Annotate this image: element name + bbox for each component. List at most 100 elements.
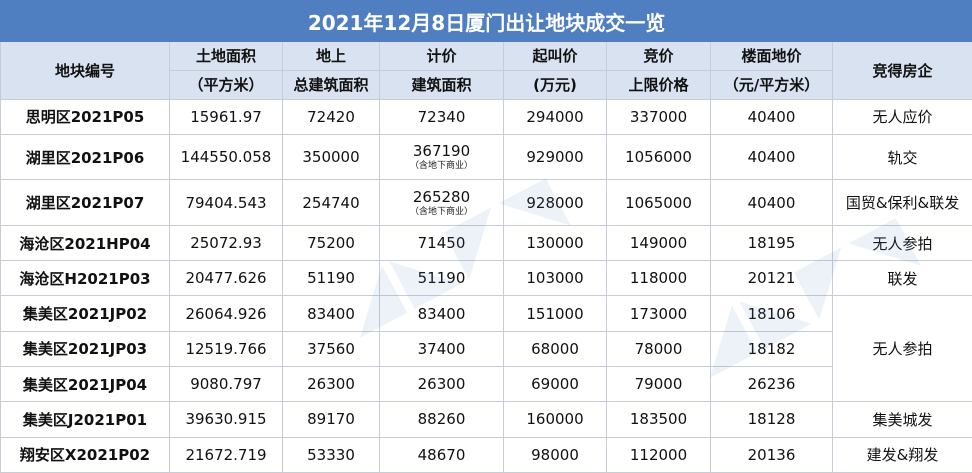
cell-price-cap: 149000 <box>606 224 711 262</box>
cell-starting-price: 294000 <box>503 98 607 136</box>
header-above-ground-gfa: 地上 <box>282 41 380 71</box>
cell-price-cap: 1065000 <box>606 179 711 226</box>
cell-winner: 轨交 <box>831 134 972 181</box>
cell-starting-price: 98000 <box>503 436 607 473</box>
cell-floor-price: 40400 <box>710 179 833 226</box>
priced-gfa-value: 367190 <box>412 142 471 161</box>
table-row: 海沧区2021HP04 25072.93 75200 71450 130000 … <box>0 224 972 262</box>
cell-price-cap: 173000 <box>606 295 711 332</box>
cell-gfa: 89170 <box>282 401 380 438</box>
cell-land-area: 26064.926 <box>169 295 283 332</box>
cell-winner: 无人应价 <box>831 98 972 136</box>
cell-plot-code: 集美区J2021P01 <box>0 401 170 438</box>
cell-priced-gfa: 51190 <box>379 260 504 297</box>
cell-plot-code: 翔安区X2021P02 <box>0 436 170 473</box>
cell-winner: 无人参拍 <box>831 224 972 262</box>
header-price-cap-sub: 上限价格 <box>606 69 711 100</box>
cell-plot-code: 海沧区2021HP04 <box>0 224 170 262</box>
cell-land-area: 12519.766 <box>169 330 283 368</box>
cell-plot-code: 集美区2021JP03 <box>0 330 170 368</box>
cell-floor-price: 18182 <box>710 330 833 368</box>
cell-starting-price: 103000 <box>503 260 607 297</box>
cell-starting-price: 68000 <box>503 330 607 368</box>
priced-gfa-note: （含地下商业） <box>409 161 473 172</box>
cell-price-cap: 112000 <box>606 436 711 473</box>
cell-floor-price: 40400 <box>710 98 833 136</box>
cell-price-cap: 337000 <box>606 98 711 136</box>
cell-price-cap: 118000 <box>606 260 711 297</box>
header-above-ground-gfa-sub: 总建筑面积 <box>282 69 380 100</box>
cell-price-cap: 78000 <box>606 330 711 368</box>
cell-winner: 国贸&保利&联发 <box>831 179 972 226</box>
cell-priced-gfa: 71450 <box>379 224 504 262</box>
cell-plot-code: 集美区2021JP04 <box>0 366 170 403</box>
header-land-area-unit: （平方米） <box>169 69 283 100</box>
cell-floor-price: 18128 <box>710 401 833 438</box>
cell-floor-price: 18195 <box>710 224 833 262</box>
cell-land-area: 15961.97 <box>169 98 283 136</box>
cell-priced-gfa: 83400 <box>379 295 504 332</box>
priced-gfa-note: （含地下商业） <box>409 206 473 217</box>
cell-gfa: 254740 <box>282 179 380 226</box>
header-starting-price: 起叫价 <box>503 41 607 71</box>
cell-plot-code: 湖里区2021P07 <box>0 179 170 226</box>
cell-priced-gfa: 72340 <box>379 98 504 136</box>
table-row: 集美区2021JP04 9080.797 26300 26300 69000 7… <box>0 366 972 403</box>
cell-winner-merged: 无人参拍 <box>831 295 972 403</box>
cell-gfa: 350000 <box>282 134 380 181</box>
header-plot-code: 地块编号 <box>0 41 170 100</box>
cell-winner: 集美城发 <box>831 401 972 438</box>
cell-winner: 建发&翔发 <box>831 436 972 473</box>
table-row: 海沧区H2021P03 20477.626 51190 51190 103000… <box>0 260 972 297</box>
cell-plot-code: 思明区2021P05 <box>0 98 170 136</box>
cell-priced-gfa: 367190 （含地下商业） <box>379 134 504 181</box>
cell-priced-gfa: 37400 <box>379 330 504 368</box>
cell-land-area: 9080.797 <box>169 366 283 403</box>
header-priced-gfa-sub: 建筑面积 <box>379 69 504 100</box>
header-starting-price-unit: (万元) <box>503 69 607 100</box>
cell-land-area: 39630.915 <box>169 401 283 438</box>
cell-floor-price: 40400 <box>710 134 833 181</box>
cell-land-area: 144550.058 <box>169 134 283 181</box>
cell-gfa: 83400 <box>282 295 380 332</box>
header-priced-gfa: 计价 <box>379 41 504 71</box>
table-row: 集美区2021JP02 26064.926 83400 83400 151000… <box>0 295 972 403</box>
cell-gfa: 51190 <box>282 260 380 297</box>
header-winner: 竞得房企 <box>831 41 972 100</box>
table-row: 集美区2021JP03 12519.766 37560 37400 68000 … <box>0 330 972 368</box>
cell-gfa: 75200 <box>282 224 380 262</box>
cell-gfa: 53330 <box>282 436 380 473</box>
cell-starting-price: 928000 <box>503 179 607 226</box>
cell-starting-price: 69000 <box>503 366 607 403</box>
cell-starting-price: 130000 <box>503 224 607 262</box>
cell-plot-code: 集美区2021JP02 <box>0 295 170 332</box>
cell-starting-price: 151000 <box>503 295 607 332</box>
cell-land-area: 25072.93 <box>169 224 283 262</box>
cell-starting-price: 929000 <box>503 134 607 181</box>
header-price-cap: 竞价 <box>606 41 711 71</box>
header-land-area: 土地面积 <box>169 41 283 71</box>
table-row: 湖里区2021P07 79404.543 254740 265280 （含地下商… <box>0 179 972 226</box>
cell-land-area: 20477.626 <box>169 260 283 297</box>
cell-winner: 联发 <box>831 260 972 297</box>
header-floor-price: 楼面地价 <box>710 41 833 71</box>
cell-priced-gfa: 88260 <box>379 401 504 438</box>
cell-plot-code: 湖里区2021P06 <box>0 134 170 181</box>
cell-price-cap: 1056000 <box>606 134 711 181</box>
cell-priced-gfa: 265280 （含地下商业） <box>379 179 504 226</box>
table-row: 湖里区2021P06 144550.058 350000 367190 （含地下… <box>0 134 972 181</box>
cell-floor-price: 20136 <box>710 436 833 473</box>
priced-gfa-value: 265280 <box>412 187 471 206</box>
cell-land-area: 79404.543 <box>169 179 283 226</box>
cell-gfa: 72420 <box>282 98 380 136</box>
cell-plot-code: 海沧区H2021P03 <box>0 260 170 297</box>
table-row: 集美区J2021P01 39630.915 89170 88260 160000… <box>0 401 972 438</box>
table-row: 思明区2021P05 15961.97 72420 72340 294000 3… <box>0 98 972 136</box>
cell-price-cap: 79000 <box>606 366 711 403</box>
cell-floor-price: 18106 <box>710 295 833 332</box>
cell-priced-gfa: 48670 <box>379 436 504 473</box>
cell-land-area: 21672.719 <box>169 436 283 473</box>
cell-floor-price: 20121 <box>710 260 833 297</box>
